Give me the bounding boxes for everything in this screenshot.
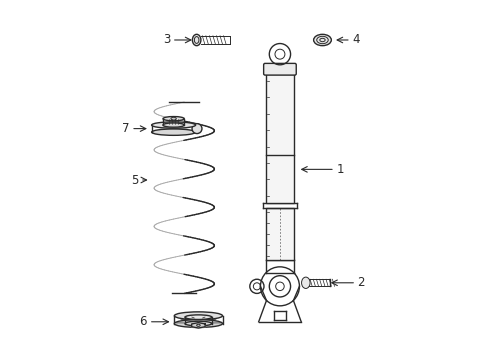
Ellipse shape bbox=[163, 117, 184, 121]
Text: 2: 2 bbox=[356, 276, 364, 289]
Ellipse shape bbox=[151, 122, 195, 128]
Text: 3: 3 bbox=[163, 33, 170, 46]
Bar bbox=[265, 208, 293, 260]
Ellipse shape bbox=[171, 117, 176, 120]
Ellipse shape bbox=[174, 320, 222, 328]
Ellipse shape bbox=[184, 321, 211, 326]
Ellipse shape bbox=[301, 277, 309, 288]
Polygon shape bbox=[191, 323, 205, 328]
Text: 6: 6 bbox=[139, 315, 147, 328]
Ellipse shape bbox=[192, 34, 201, 46]
Text: 4: 4 bbox=[352, 33, 359, 46]
Circle shape bbox=[192, 123, 202, 134]
Ellipse shape bbox=[184, 315, 211, 319]
Text: 5: 5 bbox=[130, 174, 138, 186]
Ellipse shape bbox=[163, 123, 184, 127]
Ellipse shape bbox=[151, 129, 195, 135]
Ellipse shape bbox=[313, 34, 331, 46]
Bar bbox=[265, 74, 293, 203]
Text: 7: 7 bbox=[122, 122, 129, 135]
FancyBboxPatch shape bbox=[263, 63, 296, 75]
Text: 1: 1 bbox=[336, 163, 344, 176]
Ellipse shape bbox=[174, 312, 222, 320]
